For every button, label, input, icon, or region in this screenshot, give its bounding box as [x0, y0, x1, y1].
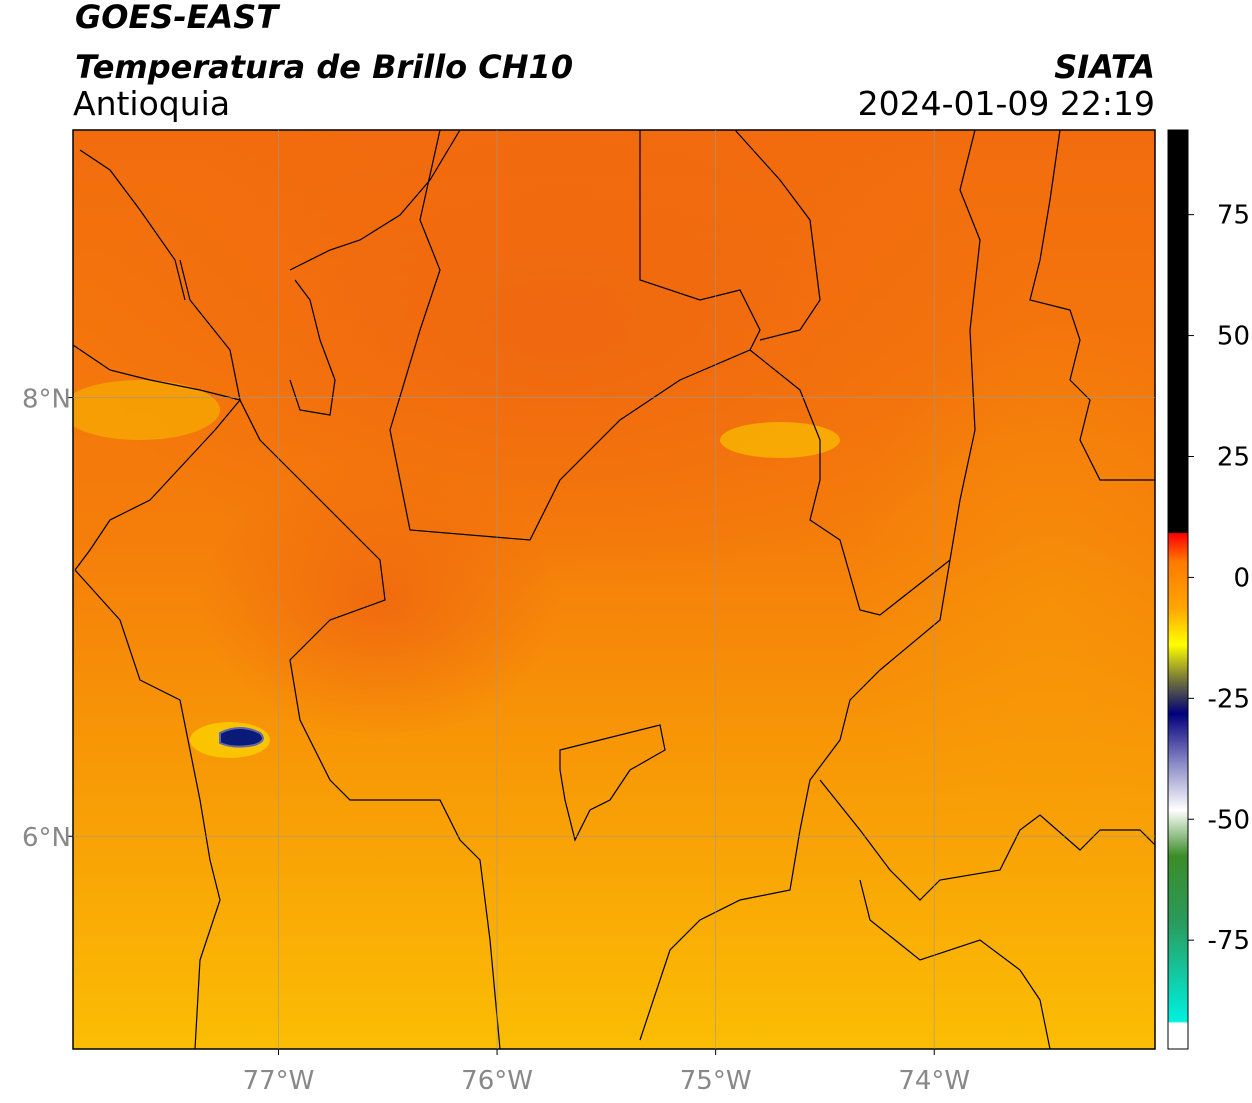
- y-tick-label: 6°N: [22, 823, 71, 853]
- map-field: [73, 130, 1155, 1049]
- cloud: [720, 422, 840, 458]
- x-tick-label: 74°W: [898, 1066, 970, 1096]
- boundary: [819, 779, 1155, 901]
- y-tick-label: 8°N: [22, 385, 71, 415]
- boundary: [859, 879, 1051, 1049]
- colorbar-tick-label: 25: [1217, 442, 1250, 472]
- x-tick-label: 76°W: [461, 1066, 533, 1096]
- boundary: [559, 724, 666, 842]
- cloud: [73, 380, 220, 440]
- timestamp: 2024-01-09 22:19: [858, 84, 1155, 123]
- boundary: [389, 130, 981, 616]
- boundary: [179, 259, 501, 1049]
- boundary: [74, 569, 221, 1049]
- warm-region: [200, 460, 560, 740]
- colorbar-tick-label: -25: [1208, 684, 1250, 714]
- colorbar-tick-label: 0: [1233, 563, 1250, 593]
- boundary: [289, 279, 336, 416]
- map-frame: [72, 129, 1156, 1050]
- subtitle: Temperatura de Brillo CH10: [75, 48, 573, 86]
- boundary: [1029, 130, 1155, 481]
- colorbar-tick-label: 75: [1217, 201, 1250, 231]
- colorbar-tick-label: 50: [1217, 322, 1250, 352]
- boundary: [73, 344, 242, 571]
- colorbar-tick-label: -75: [1208, 926, 1250, 956]
- colorbar-tick-label: -50: [1208, 805, 1250, 835]
- x-tick-label: 75°W: [680, 1066, 752, 1096]
- boundary: [639, 130, 821, 351]
- title: GOES-EAST: [75, 0, 280, 36]
- region: Antioquia: [73, 84, 230, 123]
- cold-cloud-top: [219, 727, 264, 748]
- boundary: [639, 559, 951, 1041]
- source: SIATA: [1054, 48, 1155, 86]
- colorbar: [1167, 129, 1189, 1050]
- cool-region: [850, 320, 1155, 880]
- x-tick-label: 77°W: [243, 1066, 315, 1096]
- boundary: [79, 130, 461, 301]
